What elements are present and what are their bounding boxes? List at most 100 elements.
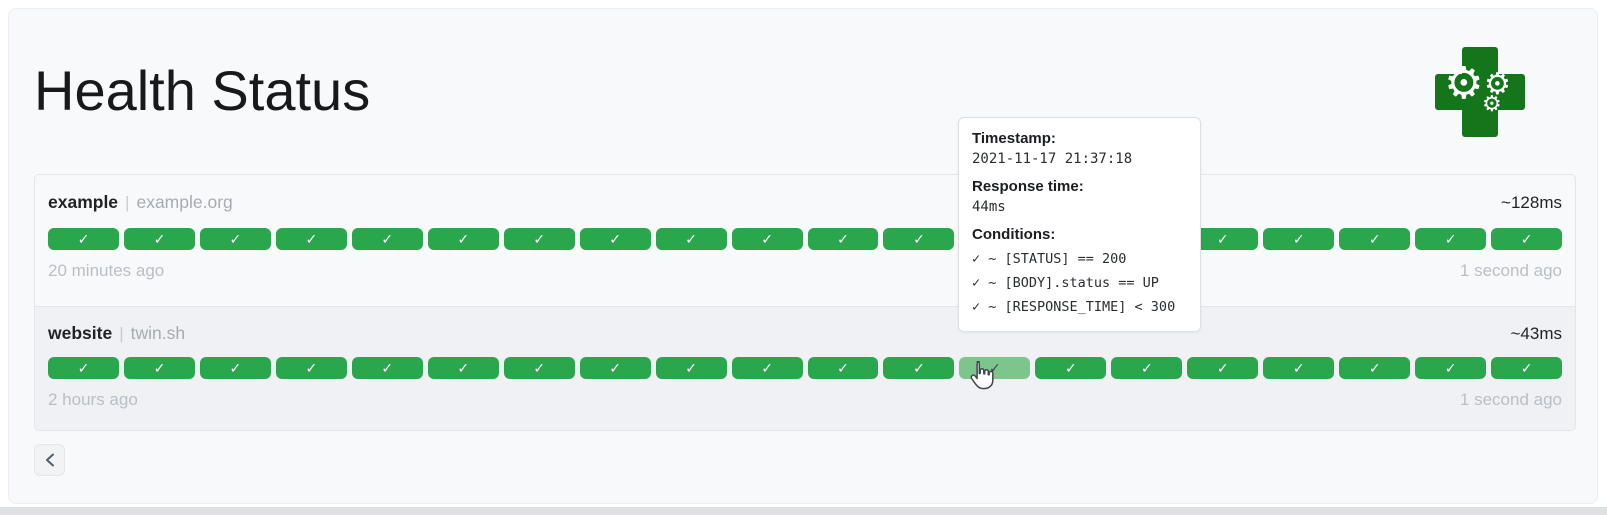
check-icon: ✓: [1065, 360, 1077, 376]
status-block[interactable]: ✓: [1491, 228, 1563, 250]
service-title: example | example.org: [48, 191, 233, 215]
tooltip-timestamp-section: Timestamp: 2021-11-17 21:37:18: [972, 130, 1187, 167]
check-icon: ✓: [533, 360, 546, 376]
status-block[interactable]: ✓: [48, 357, 119, 379]
check-icon: ✓: [229, 360, 242, 376]
service-row-website: website | twin.sh ~43ms ✓ ✓ ✓ ✓ ✓ ✓ ✓ ✓ ✓ ✓ ✓ ✓ ✓ ✓ ✓ ✓ ✓ ✓…: [35, 306, 1575, 430]
timeline-range: 2 hours ago 1 second ago: [48, 388, 1562, 411]
separator: |: [119, 324, 124, 343]
status-block[interactable]: ✓: [731, 357, 803, 379]
newest-result-label: 1 second ago: [1459, 261, 1562, 280]
chevron-left-icon: [45, 453, 54, 467]
check-icon: ✓: [153, 360, 166, 376]
status-block[interactable]: ✓: [579, 228, 651, 250]
timeline-range: 20 minutes ago 1 second ago: [48, 259, 1562, 282]
status-block[interactable]: ✓: [1187, 357, 1259, 379]
status-block[interactable]: ✓: [1339, 228, 1411, 250]
service-row-example: example | example.org ~128ms ✓ ✓ ✓ ✓ ✓ ✓ ✓ ✓ ✓ ✓ ✓ ✓ ✓…: [35, 175, 1575, 306]
service-host: example.org: [136, 192, 233, 212]
status-block[interactable]: ✓: [1035, 357, 1107, 379]
status-block[interactable]: ✓: [427, 228, 499, 250]
status-block[interactable]: ✓: [1415, 357, 1487, 379]
status-timeline: ✓✓✓✓✓✓✓✓✓✓✓✓✓✓✓✓✓✓✓✓: [48, 228, 1563, 250]
service-header: website | twin.sh ~43ms: [48, 322, 1562, 346]
status-block[interactable]: ✓: [199, 357, 271, 379]
status-block[interactable]: ✓: [48, 228, 119, 250]
check-icon: ✓: [1216, 360, 1229, 376]
check-icon: ✓: [1292, 231, 1305, 247]
check-icon: ✓: [1368, 231, 1381, 247]
newest-result-label: 1 second ago: [1459, 390, 1562, 409]
check-icon: ✓: [381, 231, 394, 247]
page-title: Health Status: [34, 59, 371, 122]
status-block[interactable]: ✓: [1491, 357, 1563, 379]
check-icon: ✓: [153, 231, 166, 247]
status-block[interactable]: ✓: [275, 228, 347, 250]
check-icon: ✓: [457, 231, 470, 247]
status-timeline: ✓ ✓ ✓ ✓ ✓ ✓ ✓ ✓ ✓ ✓ ✓ ✓ ✓ ✓ ✓ ✓ ✓ ✓ ✓ ✓: [48, 357, 1563, 379]
status-block[interactable]: ✓: [503, 357, 575, 379]
check-icon: ✓: [685, 231, 697, 247]
service-name: example: [48, 192, 119, 212]
check-icon: ✓: [685, 360, 697, 376]
tooltip-conditions-section: Conditions: ✓ ~ [STATUS] == 200 ✓ ~ [BODY…: [972, 226, 1187, 319]
status-block[interactable]: ✓: [655, 357, 727, 379]
status-block[interactable]: ✓: [807, 228, 879, 250]
check-icon: ✓: [913, 360, 925, 376]
status-block[interactable]: ✓: [1415, 228, 1487, 250]
status-block[interactable]: ✓: [351, 357, 423, 379]
check-icon: ✓: [1216, 231, 1229, 247]
check-icon: ✓: [1444, 360, 1457, 376]
status-block[interactable]: ✓: [1111, 357, 1183, 379]
check-icon: ✓: [305, 360, 318, 376]
status-block[interactable]: ✓: [1263, 228, 1335, 250]
status-block[interactable]: ✓: [959, 357, 1031, 379]
health-status-card: Health Status ⚙ ⚙ ⚙ example | example.org …: [8, 8, 1598, 504]
condition-result: ✓ ~ [RESPONSE_TIME] < 300: [972, 299, 1176, 315]
status-block[interactable]: ✓: [579, 357, 651, 379]
horizontal-scrollbar[interactable]: [0, 507, 1607, 515]
status-block[interactable]: ✓: [1263, 357, 1335, 379]
check-icon: ✓: [1140, 360, 1153, 376]
response-time-value: 44ms: [972, 199, 1006, 215]
status-block[interactable]: ✓: [123, 228, 195, 250]
services-list: example | example.org ~128ms ✓ ✓ ✓ ✓ ✓ ✓ ✓ ✓ ✓ ✓ ✓ ✓ ✓…: [34, 174, 1576, 431]
status-block[interactable]: ✓: [1339, 357, 1411, 379]
status-block[interactable]: ✓: [503, 228, 575, 250]
previous-page-button[interactable]: [34, 444, 65, 476]
status-block[interactable]: ✓: [731, 228, 803, 250]
check-icon: ✓: [837, 231, 849, 247]
logo-cross-horizontal: [1435, 74, 1525, 110]
service-title: website | twin.sh: [48, 322, 185, 346]
status-block[interactable]: ✓: [123, 357, 195, 379]
status-block[interactable]: ✓: [883, 228, 955, 250]
check-icon: ✓: [837, 360, 849, 376]
timestamp-value: 2021-11-17 21:37:18: [972, 151, 1133, 167]
avg-response-time: ~43ms: [1510, 324, 1563, 343]
status-block[interactable]: ✓: [807, 357, 879, 379]
check-icon: ✓: [533, 231, 546, 247]
check-icon: ✓: [761, 231, 773, 247]
service-name: website: [48, 323, 113, 343]
check-icon: ✓: [1368, 360, 1381, 376]
status-block[interactable]: ✓: [199, 228, 271, 250]
check-icon: ✓: [1520, 360, 1533, 376]
check-icon: ✓: [305, 231, 318, 247]
check-icon: ✓: [381, 360, 394, 376]
check-icon: ✓: [77, 360, 90, 376]
check-icon: ✓: [609, 231, 622, 247]
status-block[interactable]: ✓: [427, 357, 499, 379]
check-icon: ✓: [229, 231, 242, 247]
service-host: twin.sh: [130, 323, 186, 343]
status-block[interactable]: ✓: [883, 357, 955, 379]
check-icon: ✓: [609, 360, 622, 376]
status-block[interactable]: ✓: [655, 228, 727, 250]
check-icon: ✓: [77, 231, 90, 247]
status-block[interactable]: ✓: [351, 228, 423, 250]
check-icon: ✓: [989, 360, 1001, 376]
status-block[interactable]: ✓: [1187, 228, 1259, 250]
status-block[interactable]: ✓: [275, 357, 347, 379]
separator: |: [125, 193, 130, 212]
service-header: example | example.org ~128ms: [48, 191, 1562, 215]
avg-response-time: ~128ms: [1501, 193, 1562, 212]
